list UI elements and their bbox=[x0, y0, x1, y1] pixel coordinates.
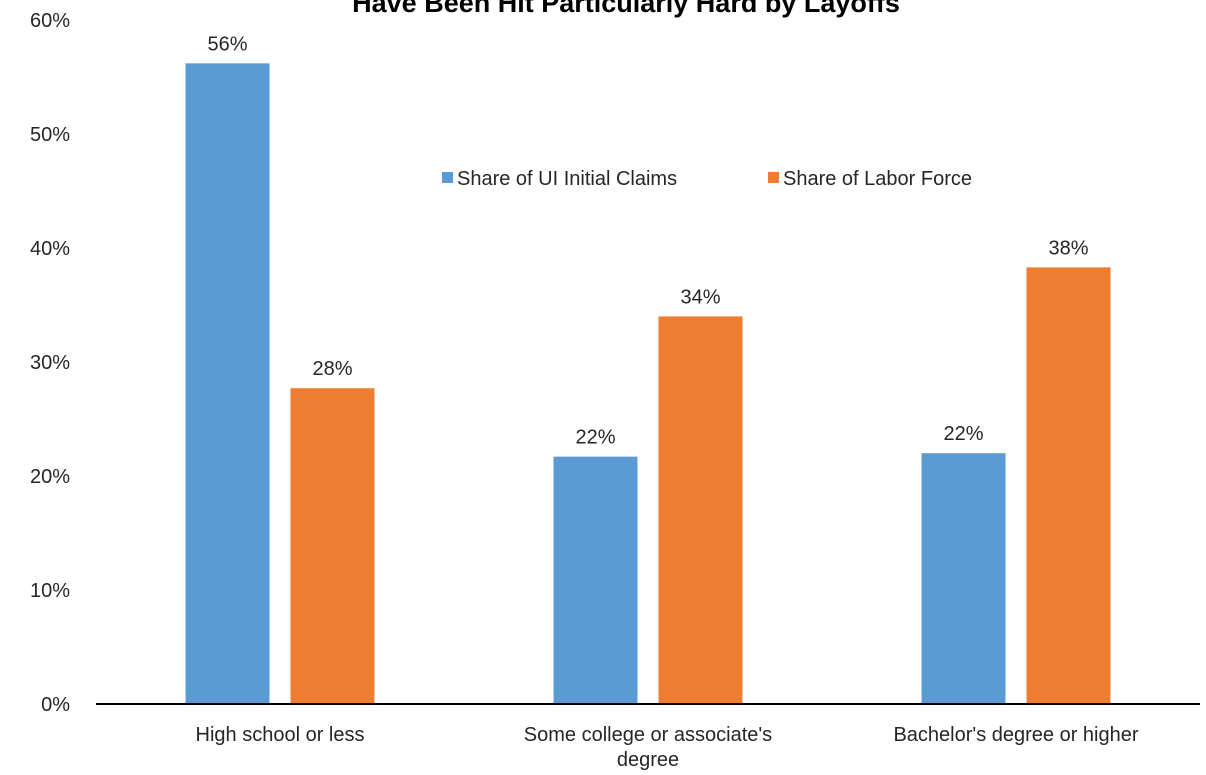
bar-ui-claims bbox=[185, 63, 270, 704]
y-tick-label: 20% bbox=[30, 466, 70, 488]
legend-label: Share of UI Initial Claims bbox=[457, 168, 677, 190]
category-labels: High school or less Some college or assoc… bbox=[196, 724, 1139, 771]
bar-ui-claims bbox=[921, 453, 1006, 704]
x-category-label: High school or less bbox=[196, 724, 365, 746]
legend: Share of UI Initial Claims Share of Labor… bbox=[442, 168, 972, 190]
legend-swatch bbox=[768, 172, 779, 183]
bar-labor-force bbox=[290, 388, 375, 704]
data-label: 22% bbox=[575, 427, 615, 449]
bar-ui-claims bbox=[553, 456, 638, 704]
x-category-label: Bachelor's degree or higher bbox=[893, 724, 1138, 746]
legend-swatch bbox=[442, 172, 453, 183]
y-tick-label: 0% bbox=[41, 694, 70, 716]
x-category-label: degree bbox=[617, 749, 679, 771]
data-label: 28% bbox=[312, 358, 352, 380]
chart-title: Have Been Hit Particularly Hard by Layof… bbox=[352, 0, 900, 18]
data-labels: 56% 28% 22% 34% 22% 38% bbox=[207, 33, 1088, 448]
bar-labor-force bbox=[1026, 267, 1111, 704]
y-tick-label: 60% bbox=[30, 10, 70, 32]
data-label: 56% bbox=[207, 33, 247, 55]
y-tick-label: 50% bbox=[30, 124, 70, 146]
data-label: 34% bbox=[680, 286, 720, 308]
legend-label: Share of Labor Force bbox=[783, 168, 972, 190]
bar-labor-force bbox=[658, 316, 743, 704]
data-label: 22% bbox=[943, 423, 983, 445]
y-tick-label: 40% bbox=[30, 238, 70, 260]
bars bbox=[185, 63, 1111, 704]
y-tick-label: 30% bbox=[30, 352, 70, 374]
data-label: 38% bbox=[1048, 237, 1088, 259]
y-axis-ticks: 0% 10% 20% 30% 40% 50% 60% bbox=[30, 10, 70, 716]
x-category-label: Some college or associate's bbox=[524, 724, 772, 746]
y-tick-label: 10% bbox=[30, 580, 70, 602]
